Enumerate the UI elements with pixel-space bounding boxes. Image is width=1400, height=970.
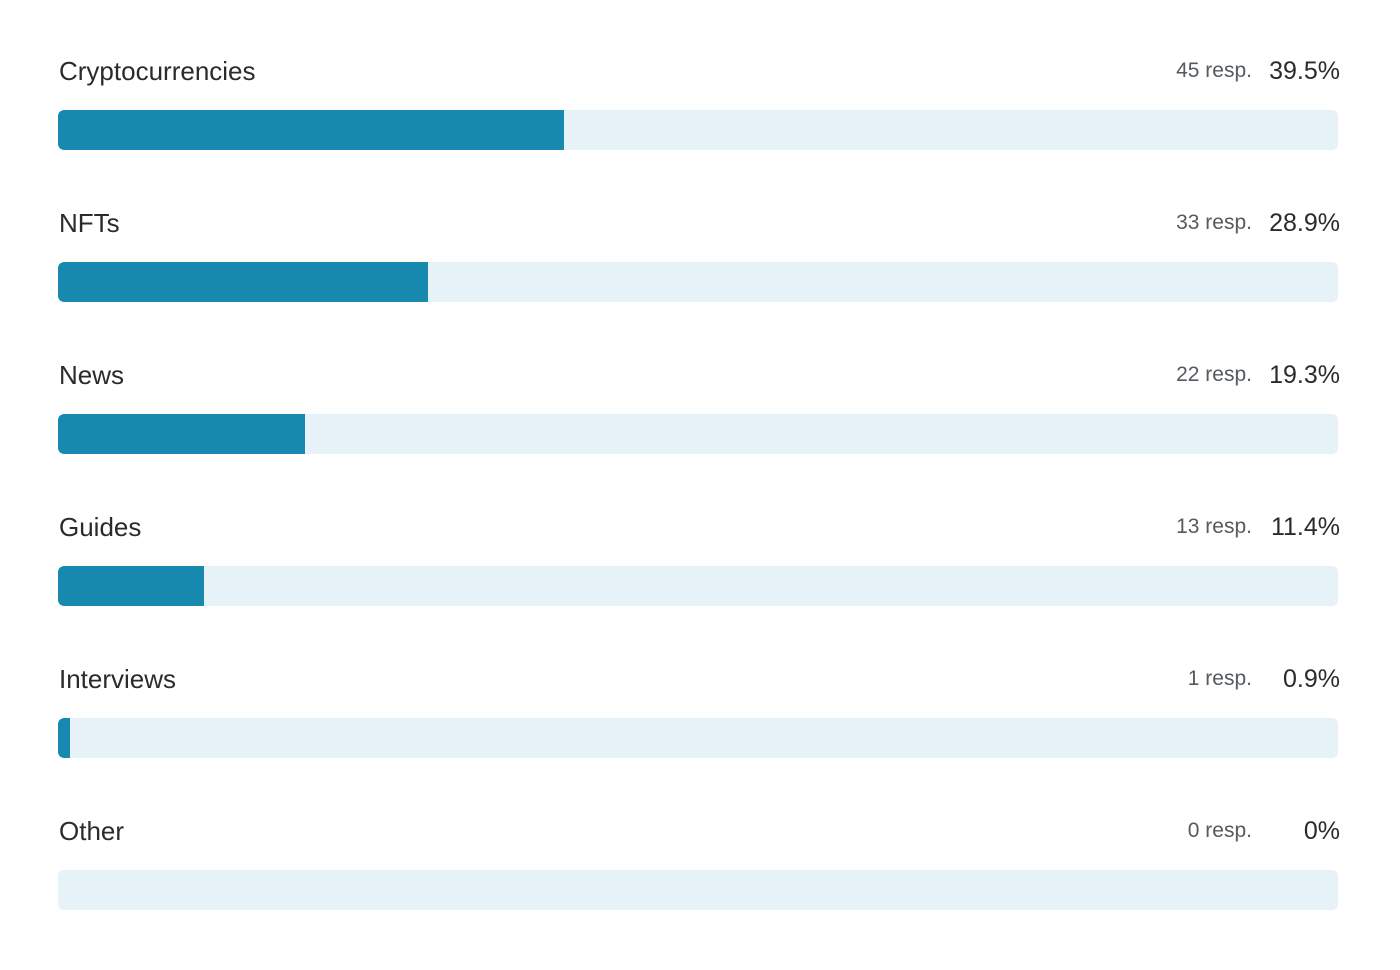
result-row-header: Interviews 1 resp. 0.9% (58, 661, 1340, 697)
result-row: Other 0 resp. 0% (58, 813, 1340, 913)
result-row: Guides 13 resp. 11.4% (58, 509, 1340, 609)
bar-fill (58, 718, 70, 758)
bar-fill (58, 566, 204, 606)
response-count: 22 resp. (1176, 363, 1252, 386)
percentage-label: 0% (1303, 817, 1340, 845)
bar-track (58, 566, 1338, 606)
bar-track (58, 870, 1338, 910)
response-count: 13 resp. (1176, 515, 1252, 538)
percentage-label: 11.4% (1270, 513, 1340, 541)
response-count: 33 resp. (1176, 211, 1252, 234)
response-count: 0 resp. (1187, 819, 1252, 842)
bar-fill (58, 414, 306, 454)
response-count: 1 resp. (1187, 667, 1252, 690)
percentage-label: 0.9% (1283, 665, 1340, 693)
result-row-header: News 22 resp. 19.3% (58, 357, 1340, 393)
result-stats: 0 resp. 0% (1188, 813, 1340, 849)
percentage-label: 28.9% (1269, 209, 1340, 237)
percentage-label: 19.3% (1269, 361, 1340, 389)
result-row-header: NFTs 33 resp. 28.9% (58, 205, 1340, 241)
result-stats: 45 resp. 39.5% (1176, 53, 1340, 89)
category-label: Cryptocurrencies (59, 56, 256, 86)
result-stats: 22 resp. 19.3% (1176, 357, 1340, 393)
result-row: Cryptocurrencies 45 resp. 39.5% (58, 53, 1340, 153)
category-label: Guides (59, 512, 142, 542)
result-row: NFTs 33 resp. 28.9% (58, 205, 1340, 305)
response-count: 45 resp. (1176, 59, 1252, 82)
bar-track (58, 414, 1338, 454)
result-row-header: Cryptocurrencies 45 resp. 39.5% (58, 53, 1340, 89)
category-label: Other (59, 816, 125, 846)
bar-track (58, 718, 1338, 758)
result-stats: 33 resp. 28.9% (1176, 205, 1340, 241)
result-row-header: Guides 13 resp. 11.4% (58, 509, 1340, 545)
category-label: News (59, 360, 125, 390)
result-stats: 13 resp. 11.4% (1176, 509, 1340, 545)
result-row: News 22 resp. 19.3% (58, 357, 1340, 457)
bar-fill (58, 262, 428, 302)
bar-track (58, 110, 1338, 150)
bar-fill (58, 110, 564, 150)
result-row: Interviews 1 resp. 0.9% (58, 661, 1340, 761)
percentage-label: 39.5% (1269, 57, 1340, 85)
bar-track (58, 262, 1338, 302)
result-row-header: Other 0 resp. 0% (58, 813, 1340, 849)
category-label: NFTs (59, 208, 120, 238)
result-stats: 1 resp. 0.9% (1188, 661, 1340, 697)
category-label: Interviews (59, 664, 177, 694)
